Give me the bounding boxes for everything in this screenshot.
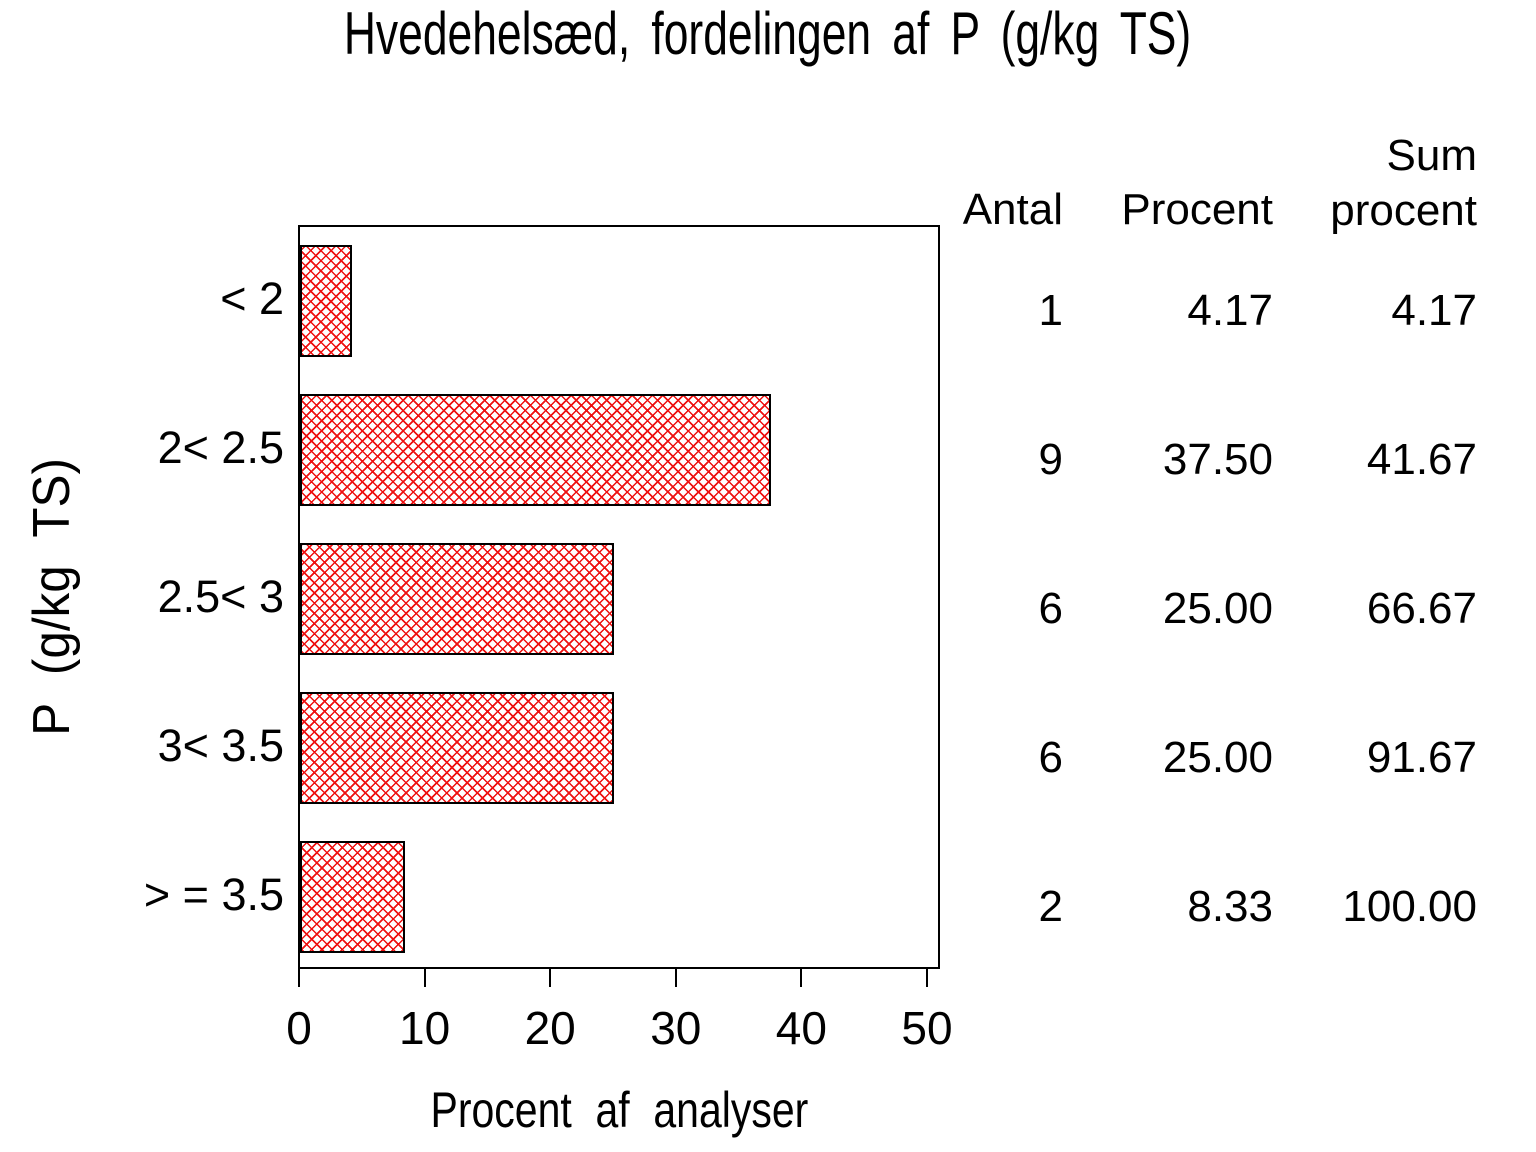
x-tickmark-0 [298,967,300,987]
y-axis-title-text: P (g/kg TS) [23,458,81,736]
x-tickmark-1 [423,967,426,987]
x-axis-title: Procent af analyser [298,1083,940,1137]
cell-antal-row0: 1 [1038,286,1063,336]
chart-title: Hvedehelsæd, fordelingen af P (g/kg TS) [0,2,1536,66]
col-header-procent-line0: Procent [1121,185,1273,234]
y-category-label-2: 2.5< 3 [157,571,284,622]
bar-0 [300,245,353,358]
y-axis-title: P (g/kg TS) [22,397,82,797]
cell-sum_procent-row1: 41.67 [1366,435,1477,485]
cell-antal-row4: 2 [1038,881,1063,931]
cell-sum_procent-row4: 100.00 [1342,881,1477,931]
cell-procent-row4: 8.33 [1187,881,1273,931]
cell-antal-row1: 9 [1038,435,1063,485]
y-category-label-3: 3< 3.5 [157,719,284,771]
x-tickmark-2 [549,967,552,987]
cell-procent-row0: 4.17 [1187,286,1273,336]
x-tick-label-2: 20 [524,1002,576,1054]
bar-3 [300,691,614,804]
x-axis-title-text: Procent af analyser [430,1082,808,1138]
col-header-sum_procent: Sum procent [1330,128,1477,238]
cell-antal-row3: 6 [1038,732,1063,782]
cell-sum_procent-row3: 91.67 [1366,732,1477,782]
bar-1 [300,394,771,507]
x-tick-label-5: 50 [901,1002,953,1054]
x-tickmark-4 [800,967,803,987]
y-category-label-4: > = 3.5 [143,868,284,920]
bar-4 [300,840,405,953]
col-header-procent: Procent [1121,186,1273,234]
col-header-antal-line0: Antal [962,185,1063,234]
cell-antal-row2: 6 [1038,584,1063,633]
plot-area [298,225,940,969]
chart-title-text: Hvedehelsæd, fordelingen af P (g/kg TS) [344,0,1192,67]
x-tick-label-3: 30 [650,1002,702,1054]
x-tick-label-1: 10 [399,1002,451,1054]
x-tickmark-5 [926,967,928,987]
col-header-sum_procent-line1: procent [1330,186,1477,235]
col-header-antal: Antal [963,186,1063,234]
y-category-label-1: 2< 2.5 [157,422,284,474]
bar-2 [300,543,614,655]
cell-procent-row3: 25.00 [1162,732,1273,782]
cell-sum_procent-row0: 4.17 [1391,286,1477,336]
y-category-label-0: < 2 [220,273,284,325]
cell-procent-row1: 37.50 [1162,435,1273,485]
cell-sum_procent-row2: 66.67 [1366,584,1477,633]
x-tick-label-4: 40 [775,1002,827,1054]
x-tickmark-3 [674,967,677,987]
col-header-sum_procent-line0: Sum [1386,131,1477,180]
cell-procent-row2: 25.00 [1162,584,1273,633]
x-tick-label-0: 0 [286,1002,312,1054]
